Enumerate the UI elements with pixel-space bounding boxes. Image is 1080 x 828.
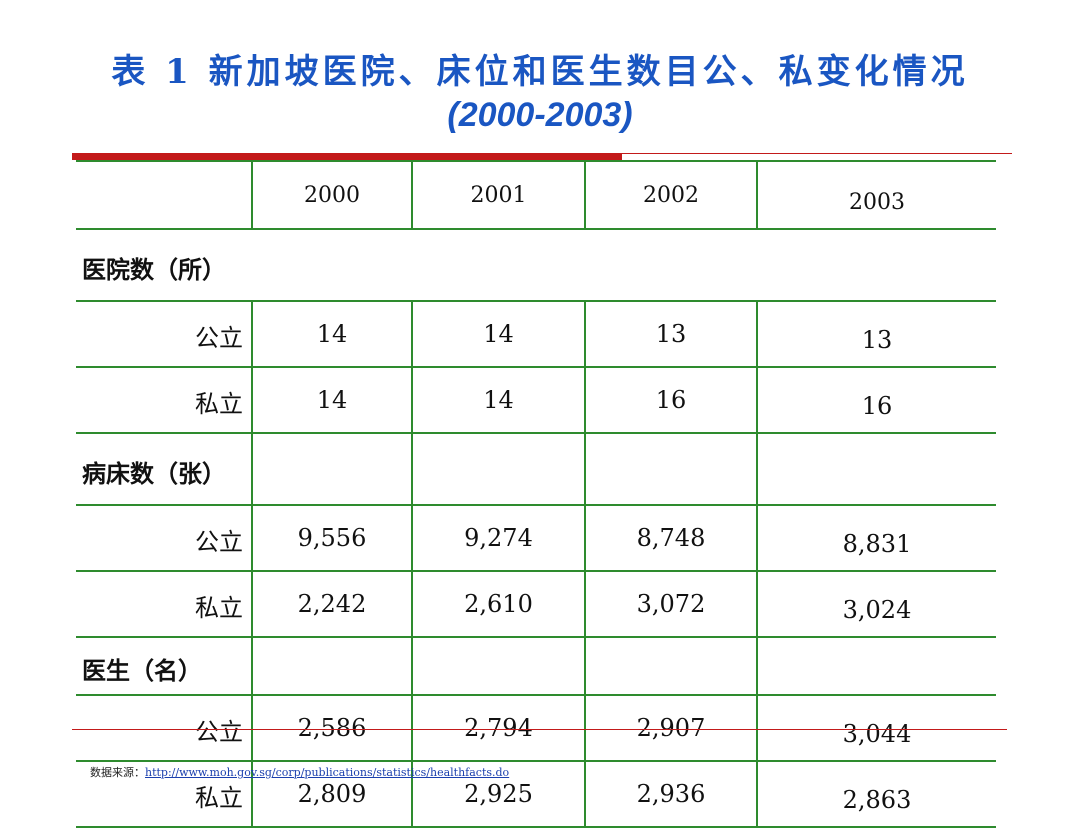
row-label-public: 公立 <box>76 301 252 368</box>
header-row: 2000 2001 2002 2003 <box>76 160 996 230</box>
empty-cell <box>756 637 996 696</box>
table-cell: 2,863 <box>756 761 996 828</box>
table-cell: 2,907 <box>584 695 757 762</box>
source-label: 数据来源： <box>90 766 145 779</box>
table-cell: 2,610 <box>411 571 585 638</box>
empty-cell <box>756 433 996 506</box>
group-label-hospitals: 医院数（所） <box>76 229 996 302</box>
table-cell: 9,274 <box>411 505 585 572</box>
empty-cell <box>411 433 585 506</box>
row-label-public: 公立 <box>76 505 252 572</box>
group-row: 医院数（所） <box>76 229 996 302</box>
table-row: 公立 14 14 13 13 <box>76 301 996 368</box>
table-cell: 14 <box>411 301 585 368</box>
group-row: 病床数（张） <box>76 433 996 506</box>
table-cell: 14 <box>251 301 412 368</box>
year-header: 2000 <box>251 160 412 230</box>
title-underline-thin <box>622 153 1012 154</box>
empty-cell <box>584 433 757 506</box>
row-label-private: 私立 <box>76 571 252 638</box>
page-title: 表 1 新加坡医院、床位和医生数目公、私变化情况 <box>111 52 969 92</box>
empty-cell <box>411 637 585 696</box>
source-link[interactable]: http://www.moh.gov.sg/corp/publications/… <box>145 766 510 779</box>
table-cell: 13 <box>756 301 996 368</box>
title-underline-bar <box>72 153 622 160</box>
table-cell: 14 <box>411 367 585 434</box>
table-cell: 3,072 <box>584 571 757 638</box>
table-cell: 2,936 <box>584 761 757 828</box>
table-row: 私立 2,242 2,610 3,072 3,024 <box>76 571 996 638</box>
row-label-public: 公立 <box>76 695 252 762</box>
table-cell: 9,556 <box>251 505 412 572</box>
table-cell: 2,242 <box>251 571 412 638</box>
empty-cell <box>584 637 757 696</box>
table-row: 公立 9,556 9,274 8,748 8,831 <box>76 505 996 572</box>
empty-cell <box>251 637 412 696</box>
corner-cell <box>76 160 252 230</box>
source-footnote: 数据来源：http://www.moh.gov.sg/corp/publicat… <box>90 764 509 780</box>
group-label-doctors: 医生（名） <box>76 637 252 696</box>
table-row: 私立 14 14 16 16 <box>76 367 996 434</box>
table-cell: 14 <box>251 367 412 434</box>
table-cell: 8,748 <box>584 505 757 572</box>
table-cell: 16 <box>756 367 996 434</box>
group-row: 医生（名） <box>76 637 996 696</box>
table-cell: 3,044 <box>756 695 996 762</box>
statistics-table: 2000 2001 2002 2003 医院数（所） 公立 14 14 13 1… <box>76 160 996 828</box>
table-cell: 2,794 <box>411 695 585 762</box>
table-cell: 13 <box>584 301 757 368</box>
year-header: 2003 <box>756 160 996 230</box>
table-cell: 3,024 <box>756 571 996 638</box>
year-header: 2001 <box>411 160 585 230</box>
table-bottom-rule <box>72 729 1007 730</box>
table-cell: 8,831 <box>756 505 996 572</box>
group-label-beds: 病床数（张） <box>76 433 252 506</box>
year-header: 2002 <box>584 160 757 230</box>
table-cell: 2,586 <box>251 695 412 762</box>
empty-cell <box>251 433 412 506</box>
row-label-private: 私立 <box>76 367 252 434</box>
table-cell: 16 <box>584 367 757 434</box>
page-subtitle-years: (2000-2003) <box>447 96 633 134</box>
table-row: 公立 2,586 2,794 2,907 3,044 <box>76 695 996 762</box>
